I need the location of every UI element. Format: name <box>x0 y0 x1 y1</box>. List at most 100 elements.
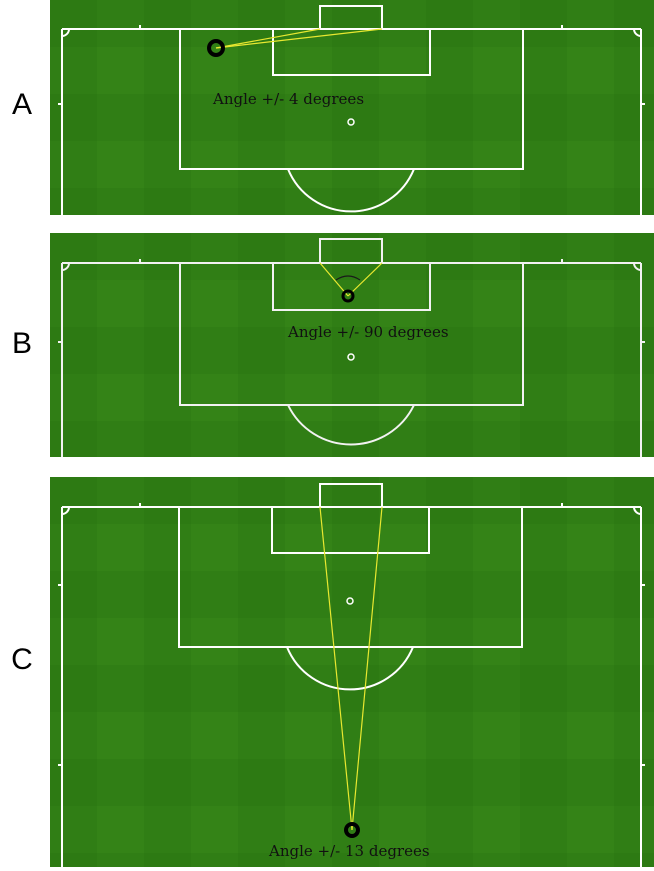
grass-tile <box>97 421 144 457</box>
grass-tile <box>379 327 426 374</box>
grass-tile <box>567 47 614 94</box>
grass-tile <box>567 853 614 867</box>
panel-label-a: A <box>11 88 32 121</box>
grass-tile <box>238 806 285 853</box>
grass-tile <box>97 477 144 524</box>
grass-tile <box>473 327 520 374</box>
grass-tile <box>520 618 567 665</box>
grass-tile <box>97 712 144 759</box>
grass-tile <box>567 280 614 327</box>
grass-tile <box>614 806 654 853</box>
grass-tile <box>97 327 144 374</box>
grass-tile <box>426 47 473 94</box>
grass-tile <box>50 141 97 188</box>
grass-tile <box>191 327 238 374</box>
grass-tile <box>191 524 238 571</box>
grass-tile <box>191 233 238 280</box>
corner-arc-right <box>633 262 642 271</box>
grass-tile <box>614 47 654 94</box>
corner-arc-left <box>61 262 70 271</box>
grass-tile <box>285 806 332 853</box>
grass-tile <box>567 0 614 47</box>
grass-tile <box>473 524 520 571</box>
grass-tile <box>144 618 191 665</box>
grass-tile <box>426 524 473 571</box>
grass-tile <box>285 233 332 280</box>
grass-tile <box>285 94 332 141</box>
grass-tile <box>285 47 332 94</box>
grass-tile <box>97 0 144 47</box>
grass-tile <box>332 47 379 94</box>
grass-tile <box>238 524 285 571</box>
grass-tile <box>379 759 426 806</box>
grass-tile <box>379 47 426 94</box>
grass-tile <box>520 712 567 759</box>
angle-line-to-far-post <box>351 506 383 831</box>
ball-marker <box>207 39 225 57</box>
grass-tile <box>144 141 191 188</box>
grass-tile <box>144 806 191 853</box>
grass-tile <box>567 188 614 215</box>
grass-tile <box>567 571 614 618</box>
angle-caption-a: Angle +/- 4 degrees <box>212 90 364 108</box>
angle-line-to-far-post <box>347 262 383 297</box>
grass-tile <box>97 233 144 280</box>
grass-tile <box>97 94 144 141</box>
grass-tile <box>520 374 567 421</box>
grass-tile <box>473 618 520 665</box>
grass-tile <box>379 0 426 47</box>
penalty-spot <box>347 118 355 126</box>
angle-caption-b: Angle +/- 90 degrees <box>287 323 449 341</box>
grass-tile <box>567 233 614 280</box>
grass-tile <box>285 327 332 374</box>
grass-tile <box>473 806 520 853</box>
grass-tile <box>191 571 238 618</box>
grass-tile <box>285 141 332 188</box>
grass-tile <box>520 806 567 853</box>
grass-tile <box>332 374 379 421</box>
grass-tile <box>426 712 473 759</box>
grass-tile <box>191 421 238 457</box>
corner-arc-left <box>61 28 70 37</box>
penalty-spot <box>346 597 354 605</box>
grass-tile <box>50 524 97 571</box>
grass-tile <box>285 712 332 759</box>
grass-tile <box>97 571 144 618</box>
pitch-diagram-b: Angle +/- 90 degrees <box>50 233 654 457</box>
grass-tile <box>473 233 520 280</box>
grass-tile <box>614 524 654 571</box>
penalty-arc <box>287 404 415 446</box>
grass-tile <box>50 618 97 665</box>
grass-tile <box>426 618 473 665</box>
grass-tile <box>97 374 144 421</box>
grass-stripes <box>50 0 654 215</box>
grass-tile <box>520 47 567 94</box>
grass-tile <box>567 618 614 665</box>
grass-tile <box>614 374 654 421</box>
grass-tile <box>473 47 520 94</box>
penalty-spot <box>347 353 355 361</box>
grass-tile <box>379 477 426 524</box>
grass-tile <box>426 280 473 327</box>
grass-tile <box>379 421 426 457</box>
pitch-diagram-a: Angle +/- 4 degrees <box>50 0 654 215</box>
grass-tile <box>285 853 332 867</box>
grass-tile <box>97 47 144 94</box>
grass-tile <box>238 280 285 327</box>
grass-tile <box>191 759 238 806</box>
grass-tile <box>473 0 520 47</box>
grass-tile <box>567 374 614 421</box>
corner-arc-right <box>633 28 642 37</box>
grass-tile <box>567 94 614 141</box>
grass-tile <box>567 421 614 457</box>
grass-tile <box>144 47 191 94</box>
grass-tile <box>332 524 379 571</box>
grass-tile <box>473 712 520 759</box>
grass-tile <box>191 94 238 141</box>
grass-tile <box>520 280 567 327</box>
corner-arc-right <box>633 506 642 515</box>
grass-tile <box>50 712 97 759</box>
grass-tile <box>473 853 520 867</box>
grass-tile <box>97 141 144 188</box>
grass-tile <box>97 524 144 571</box>
